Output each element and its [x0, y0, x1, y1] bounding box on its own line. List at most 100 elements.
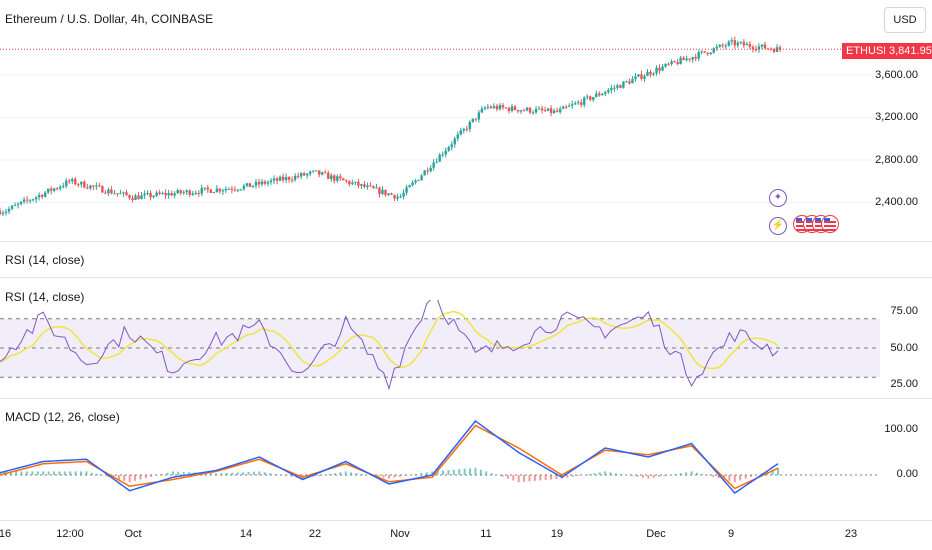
candle [393, 194, 396, 201]
candle [19, 201, 23, 206]
candle [339, 173, 342, 181]
candle [16, 202, 20, 209]
macd-histogram-bar [598, 472, 601, 475]
candle [25, 196, 29, 204]
macd-histogram-bar [393, 475, 396, 478]
us-flag-event-icon[interactable] [821, 215, 839, 233]
macd-histogram-bar [652, 475, 655, 478]
candle [137, 192, 140, 200]
pane-separator[interactable] [0, 241, 932, 242]
pane-separator[interactable] [0, 398, 932, 399]
candle [179, 189, 182, 196]
candle [546, 108, 550, 112]
rsi-ma-line [0, 310, 779, 370]
candle [269, 178, 273, 185]
macd-histogram-bar [593, 473, 596, 475]
rsi-label[interactable]: RSI (14, close) [5, 290, 85, 304]
candle [236, 188, 240, 193]
candle [477, 110, 481, 123]
candle [712, 47, 715, 54]
macd-histogram-bar [685, 472, 688, 475]
macd-histogram-bar [533, 475, 536, 481]
candle [116, 193, 119, 197]
candle [733, 36, 737, 49]
candle [122, 191, 125, 197]
macd-histogram-bar [63, 471, 66, 475]
candle [345, 179, 348, 184]
macd-histogram-bar [474, 467, 477, 475]
pane-separator[interactable] [0, 277, 932, 278]
candle [167, 189, 170, 199]
macd-histogram-bar [333, 473, 336, 475]
pane-separator[interactable] [0, 520, 932, 521]
macd-histogram-bar [604, 471, 607, 475]
candle [155, 190, 158, 198]
candle [143, 190, 146, 199]
macd-histogram-bar [528, 475, 531, 482]
macd-histogram-bar [96, 474, 99, 475]
candle [691, 56, 694, 63]
candle [456, 131, 459, 142]
candle [49, 186, 53, 195]
candle [492, 103, 496, 110]
macd-histogram-bar [571, 475, 574, 477]
macd-histogram-bar [15, 471, 18, 475]
candle [324, 169, 327, 174]
macd-histogram-bar [274, 474, 277, 475]
candle [510, 104, 514, 113]
candle [104, 190, 107, 195]
candle [540, 105, 544, 114]
candle [266, 180, 270, 187]
candle [221, 188, 225, 196]
macd-histogram-bar [463, 468, 466, 475]
macd-histogram-bar [398, 475, 401, 477]
currency-button[interactable]: USD [884, 7, 926, 33]
candle [745, 41, 749, 46]
macd-histogram-bar [9, 471, 12, 475]
candle [140, 191, 143, 200]
macd-histogram-bar [674, 474, 677, 475]
candle [46, 188, 50, 194]
candle [399, 193, 402, 199]
macd-histogram-bar [231, 472, 234, 475]
star-event-icon[interactable]: ✦ [769, 189, 787, 207]
candle [233, 186, 237, 192]
lightning-event-icon[interactable]: ⚡ [769, 217, 787, 235]
candle [119, 189, 122, 195]
candle [688, 58, 691, 62]
macd-histogram-bar [577, 475, 580, 476]
candle [230, 185, 234, 194]
macd-histogram-bar [609, 472, 612, 475]
candle [113, 189, 116, 195]
candle [498, 103, 502, 111]
candle [640, 70, 643, 81]
candle [1, 210, 5, 217]
macd-histogram-bar [312, 475, 315, 477]
price-pane[interactable] [0, 0, 880, 240]
macd-histogram-bar [355, 473, 358, 475]
macd-histogram-bar [631, 475, 634, 476]
candle [574, 101, 577, 106]
candle [188, 189, 191, 197]
candle [655, 65, 658, 76]
candle [580, 99, 583, 108]
price-axis-label-3200: 3,200.00 [875, 111, 918, 123]
candle [369, 182, 372, 187]
candle [305, 172, 309, 179]
macd-histogram-bar [717, 475, 720, 479]
macd-label[interactable]: MACD (12, 26, close) [5, 410, 120, 424]
candle [438, 153, 441, 162]
macd-histogram-bar [658, 475, 661, 477]
candle [534, 106, 538, 115]
rsi-pane[interactable] [0, 300, 880, 395]
candle [182, 190, 185, 195]
rsi-collapsed-label[interactable]: RSI (14, close) [5, 253, 85, 267]
candle [706, 52, 709, 56]
macd-histogram-bar [550, 475, 553, 480]
macd-line [0, 419, 779, 494]
candle [727, 40, 731, 47]
macd-pane[interactable] [0, 405, 880, 520]
candle [528, 107, 532, 115]
candle [293, 173, 297, 182]
candle [622, 81, 625, 89]
